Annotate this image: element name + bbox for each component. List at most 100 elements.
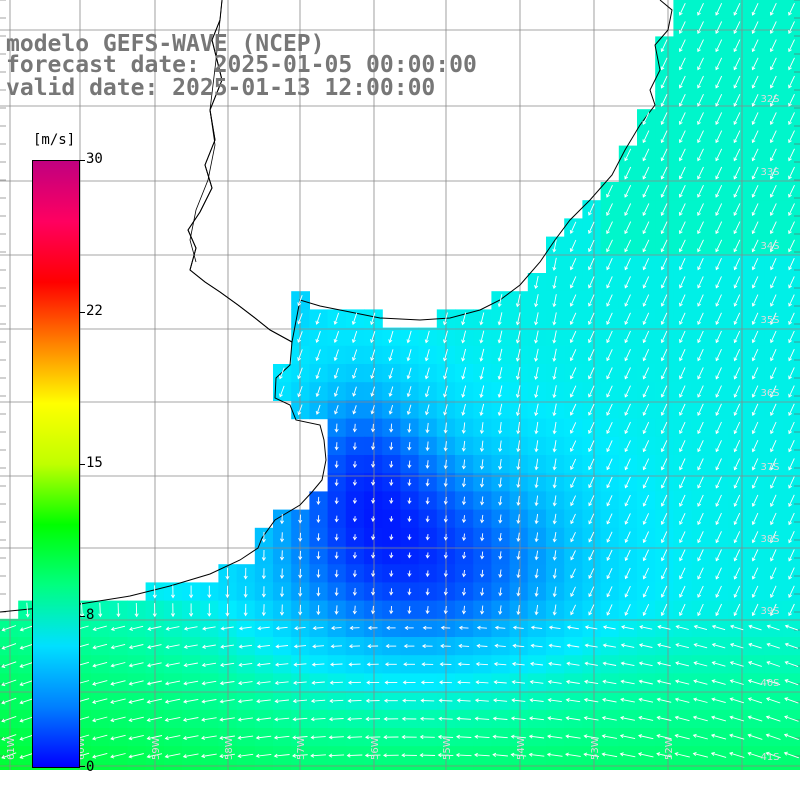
wind-arrow: [461, 440, 466, 452]
arrow-shaft: [658, 626, 671, 630]
arrow-head: [660, 66, 665, 71]
arrow-head: [219, 735, 224, 740]
arrow-shaft: [788, 312, 795, 325]
arrow-shaft: [752, 385, 759, 398]
wind-arrow: [461, 478, 466, 488]
wind-arrow: [312, 644, 325, 649]
arrow-head: [606, 248, 610, 253]
arrow-head: [656, 661, 661, 666]
arrow-shaft: [788, 185, 795, 198]
wind-arrow: [333, 331, 340, 344]
arrow-head: [534, 412, 539, 417]
arrow-head: [751, 339, 756, 344]
arrow-head: [674, 715, 679, 720]
arrow-head: [601, 734, 606, 739]
wind-arrow: [733, 512, 741, 526]
arrow-shaft: [570, 550, 576, 560]
arrow-shaft: [184, 680, 199, 685]
arrow-shaft: [624, 440, 631, 452]
arrow-shaft: [316, 312, 321, 325]
arrow-head: [679, 411, 683, 416]
wind-arrow: [219, 717, 235, 722]
arrow-shaft: [788, 549, 795, 561]
wind-arrow: [201, 735, 217, 740]
arrow-head: [455, 753, 460, 758]
wind-arrow: [733, 276, 741, 289]
wind-arrow: [492, 752, 508, 757]
arrow-head: [715, 230, 720, 235]
wind-arrow: [552, 312, 557, 326]
wind-arrow: [480, 605, 485, 615]
arrow-head: [512, 625, 517, 630]
wind-arrow: [569, 221, 577, 234]
wind-arrow: [407, 588, 412, 596]
arrow-head: [333, 320, 338, 325]
arrow-shaft: [624, 185, 632, 198]
arrow-head: [606, 357, 610, 362]
wind-arrow: [479, 348, 485, 362]
arrow-shaft: [426, 478, 429, 486]
wind-arrow: [146, 753, 163, 759]
arrow-head: [606, 593, 611, 598]
arrow-head: [389, 428, 394, 433]
arrow-head: [606, 230, 610, 235]
wind-arrow: [660, 258, 668, 271]
arrow-shaft: [513, 626, 524, 629]
arrow-shaft: [752, 39, 759, 52]
wind-arrow: [751, 330, 759, 344]
wind-arrow: [733, 185, 741, 198]
wind-arrow: [298, 604, 303, 616]
arrow-shaft: [715, 21, 723, 34]
arrow-shaft: [408, 479, 411, 486]
wind-arrow: [624, 440, 631, 453]
wind-arrow: [697, 21, 704, 34]
arrow-shaft: [693, 734, 708, 740]
arrow-shaft: [734, 421, 741, 434]
arrow-head: [456, 698, 461, 703]
wind-arrow: [606, 276, 613, 289]
arrow-shaft: [370, 312, 376, 325]
arrow-head: [784, 660, 789, 665]
wind-arrow: [692, 751, 709, 758]
wind-arrow: [480, 496, 485, 506]
wind-arrow: [660, 94, 668, 107]
arrow-head: [697, 248, 701, 253]
arrow-head: [679, 557, 683, 562]
arrow-head: [624, 466, 629, 471]
arrow-head: [511, 698, 516, 703]
arrow-head: [261, 575, 266, 580]
wind-arrow: [588, 258, 595, 271]
wind-arrow: [660, 440, 668, 453]
wind-arrow: [497, 294, 503, 308]
wind-arrow: [715, 185, 723, 198]
arrow-shaft: [752, 148, 759, 161]
arrow-shaft: [733, 94, 741, 107]
arrow-head: [530, 625, 535, 630]
wind-arrow: [751, 458, 759, 471]
arrow-head: [733, 266, 738, 271]
arrow-head: [619, 752, 624, 757]
wind-arrow: [606, 604, 613, 616]
arrow-shaft: [734, 294, 741, 307]
wind-arrow: [371, 588, 376, 596]
arrow-shaft: [733, 166, 741, 179]
arrow-head: [642, 393, 647, 398]
arrow-shaft: [480, 330, 485, 343]
arrow-shaft: [202, 626, 216, 630]
wind-arrow: [733, 603, 741, 617]
arrow-head: [534, 321, 539, 326]
arrow-shaft: [711, 752, 727, 758]
wind-arrow: [770, 330, 777, 344]
arrow-shaft: [553, 330, 557, 343]
arrow-shaft: [588, 458, 595, 470]
arrow-shaft: [770, 549, 777, 561]
wind-arrow: [715, 549, 722, 562]
arrow-head: [693, 661, 698, 666]
arrow-head: [730, 624, 735, 629]
arrow-head: [552, 611, 557, 616]
arrow-shaft: [458, 663, 470, 666]
arrow-shaft: [390, 588, 393, 595]
arrow-head: [751, 212, 756, 216]
arrow-shaft: [788, 258, 795, 270]
wind-arrow: [748, 624, 762, 631]
